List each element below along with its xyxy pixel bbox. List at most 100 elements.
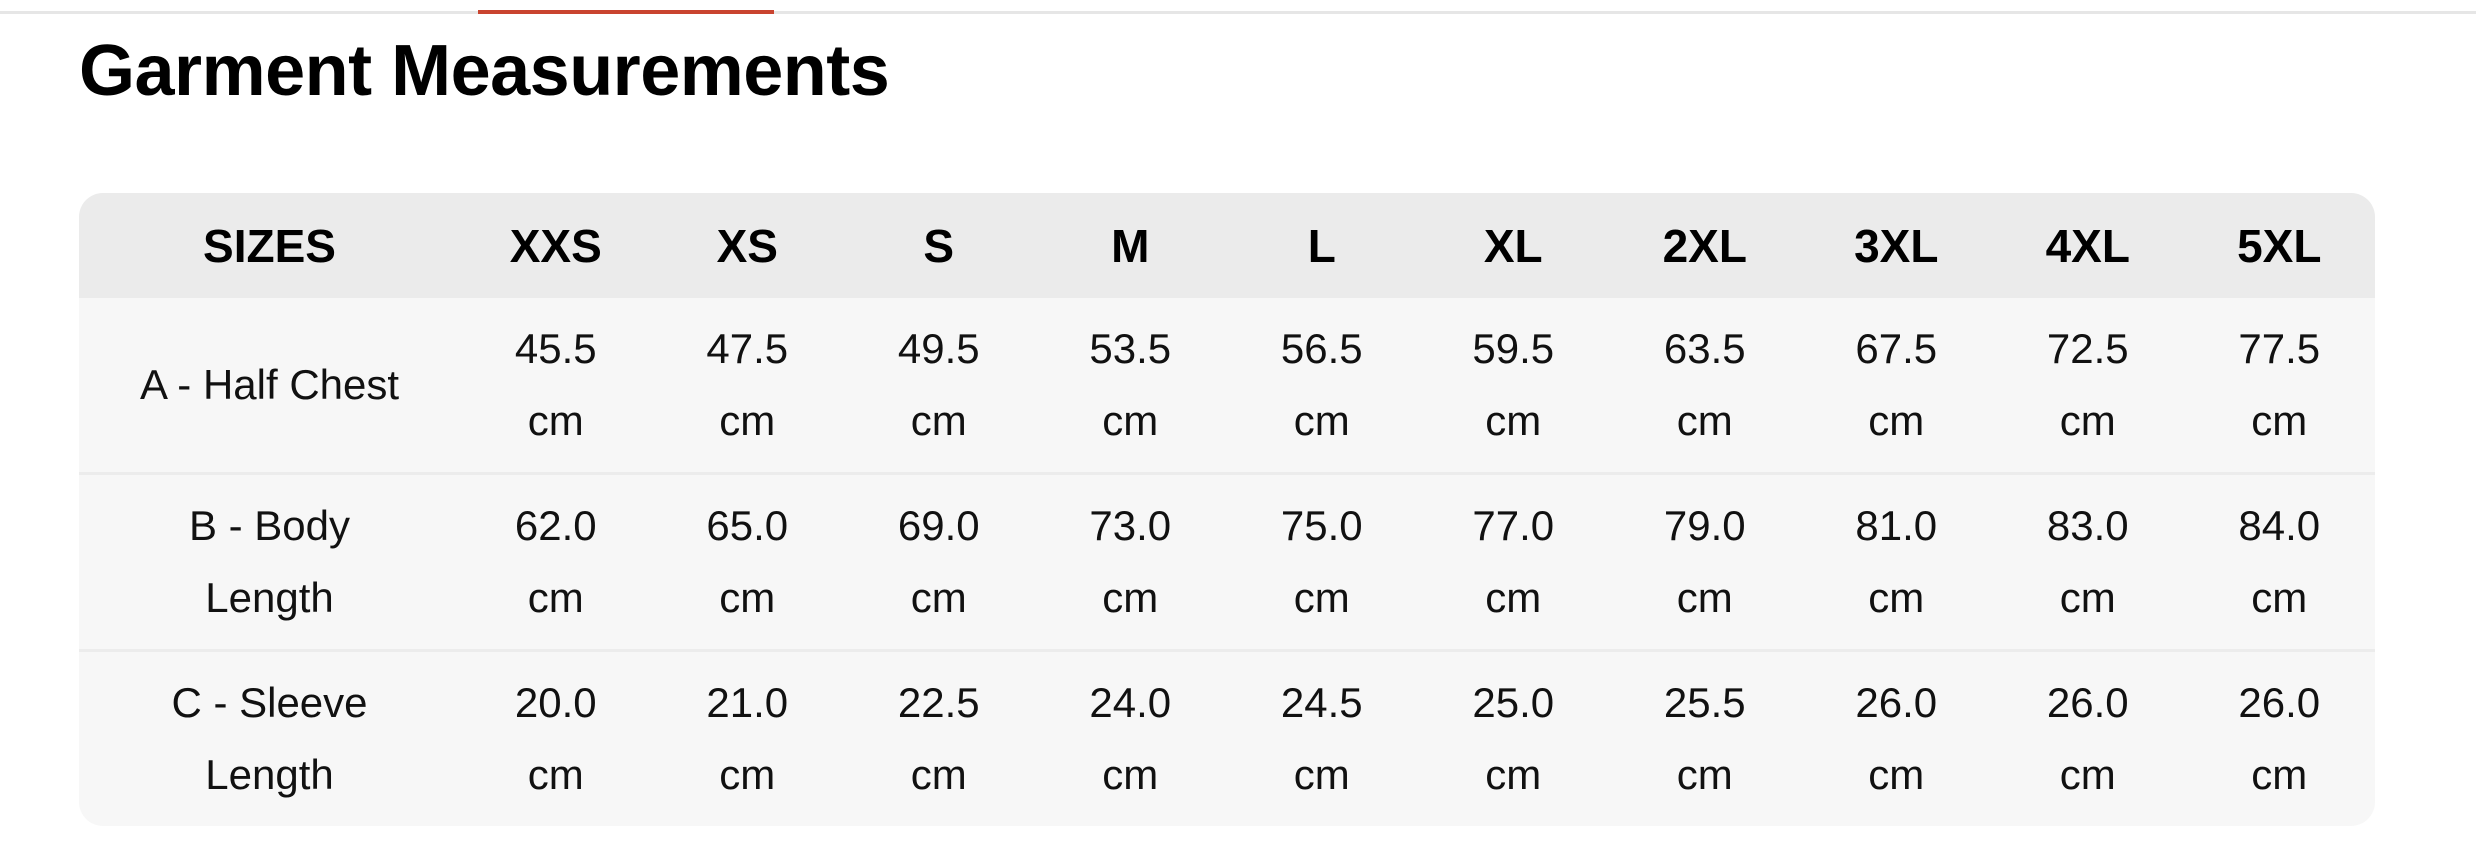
measurement-value: 49.5	[897, 325, 980, 372]
measurement-unit: cm	[2251, 751, 2308, 798]
measurement-value: 69.0	[897, 502, 980, 549]
measurement-cell: 83.0 cm	[1992, 490, 2184, 634]
measurement-value: 26.0	[1855, 679, 1938, 726]
measurement-value: 62.0	[514, 502, 597, 549]
column-header-size: 4XL	[2045, 219, 2130, 272]
column-header-size: L	[1307, 219, 1336, 272]
measurement-cell: 24.0 cm	[1035, 667, 1227, 811]
measurement-value: 26.0	[2046, 679, 2129, 726]
measurement-cell: 69.0 cm	[843, 490, 1035, 634]
measurement-unit: cm	[1102, 751, 1159, 798]
measurement-value: 73.0	[1089, 502, 1172, 549]
page-title: Garment Measurements	[79, 31, 890, 111]
measurement-value: 21.0	[706, 679, 789, 726]
measurement-cell: 63.5 cm	[1609, 313, 1801, 457]
measurement-unit: cm	[719, 574, 776, 621]
measurement-cell: 22.5 cm	[843, 667, 1035, 811]
measurement-value: 24.0	[1089, 679, 1172, 726]
measurement-unit: cm	[1868, 397, 1925, 444]
measurement-value: 77.0	[1472, 502, 1555, 549]
measurement-cell: 25.0 cm	[1418, 667, 1610, 811]
measurement-unit: cm	[1485, 397, 1542, 444]
measurement-cell: 26.0 cm	[2184, 667, 2376, 811]
measurement-value: 26.0	[2238, 679, 2321, 726]
measurement-cell: 47.5 cm	[652, 313, 844, 457]
measurement-unit: cm	[1102, 397, 1159, 444]
measurement-value: 22.5	[897, 679, 980, 726]
measurement-value: 47.5	[706, 325, 789, 372]
measurement-value: 25.0	[1472, 679, 1555, 726]
measurement-unit: cm	[1676, 574, 1733, 621]
measurement-value: 24.5	[1280, 679, 1363, 726]
measurement-value: 45.5	[514, 325, 597, 372]
measurement-unit: cm	[1868, 574, 1925, 621]
column-header-size: XXS	[509, 219, 602, 272]
column-header-size: S	[923, 219, 955, 272]
table-row: C - Sleeve Length 20.0 cm 21.0 cm 22.5 cm 24.0 c…	[79, 649, 2375, 826]
measurement-cell: 25.5 cm	[1609, 667, 1801, 811]
measurement-cell: 26.0 cm	[1801, 667, 1993, 811]
measurement-unit: cm	[1485, 751, 1542, 798]
measurement-unit: cm	[2251, 574, 2308, 621]
measurement-unit: cm	[2251, 397, 2308, 444]
measurement-cell: 53.5 cm	[1035, 313, 1227, 457]
row-label: C - Sleeve Length	[171, 679, 368, 798]
measurement-cell: 26.0 cm	[1992, 667, 2184, 811]
measurement-cell: 20.0 cm	[460, 667, 652, 811]
measurement-unit: cm	[1676, 751, 1733, 798]
measurement-value: 20.0	[514, 679, 597, 726]
column-header-size: 3XL	[1854, 219, 1939, 272]
column-header-size: XL	[1483, 219, 1543, 272]
measurement-cell: 59.5 cm	[1418, 313, 1610, 457]
measurement-value: 77.5	[2238, 325, 2321, 372]
measurement-unit: cm	[1676, 397, 1733, 444]
tab-bar-divider	[0, 11, 2476, 14]
measurement-unit: cm	[1293, 751, 1350, 798]
column-header-sizes: SIZES	[203, 219, 336, 272]
measurement-unit: cm	[1293, 574, 1350, 621]
column-header-size: 2XL	[1662, 219, 1747, 272]
measurement-value: 81.0	[1855, 502, 1938, 549]
measurement-cell: 75.0 cm	[1226, 490, 1418, 634]
measurement-unit: cm	[719, 397, 776, 444]
measurement-cell: 56.5 cm	[1226, 313, 1418, 457]
measurement-cell: 67.5 cm	[1801, 313, 1993, 457]
measurement-unit: cm	[527, 397, 584, 444]
measurement-value: 67.5	[1855, 325, 1938, 372]
measurement-cell: 72.5 cm	[1992, 313, 2184, 457]
measurement-unit: cm	[527, 751, 584, 798]
measurement-unit: cm	[719, 751, 776, 798]
column-header-size: M	[1111, 219, 1150, 272]
measurement-value: 53.5	[1089, 325, 1172, 372]
table-row: A - Half Chest 45.5 cm 47.5 cm 49.5 cm 53.5 cm 56…	[79, 298, 2375, 472]
active-tab-indicator	[478, 10, 774, 14]
measurement-cell: 79.0 cm	[1609, 490, 1801, 634]
measurement-unit: cm	[910, 751, 967, 798]
size-chart-table: SIZES XXS XS S M L XL 2XL 3XL 4XL 5XL A - Half Che…	[79, 193, 2375, 826]
measurement-unit: cm	[910, 397, 967, 444]
measurement-value: 83.0	[2046, 502, 2129, 549]
measurement-unit: cm	[527, 574, 584, 621]
measurement-unit: cm	[1485, 574, 1542, 621]
measurement-cell: 24.5 cm	[1226, 667, 1418, 811]
measurement-value: 65.0	[706, 502, 789, 549]
measurement-cell: 77.0 cm	[1418, 490, 1610, 634]
row-label: A - Half Chest	[139, 361, 400, 408]
measurement-unit: cm	[1102, 574, 1159, 621]
column-header-size: 5XL	[2237, 219, 2322, 272]
row-label: B - Body Length	[188, 502, 351, 621]
table-header-row: SIZES XXS XS S M L XL 2XL 3XL 4XL 5XL	[79, 193, 2375, 298]
measurement-cell: 73.0 cm	[1035, 490, 1227, 634]
measurement-cell: 77.5 cm	[2184, 313, 2376, 457]
table-row: B - Body Length 62.0 cm 65.0 cm 69.0 cm 73.0 cm 7…	[79, 472, 2375, 649]
measurement-cell: 62.0 cm	[460, 490, 652, 634]
measurement-unit: cm	[2059, 574, 2116, 621]
measurement-value: 75.0	[1280, 502, 1363, 549]
measurement-value: 72.5	[2046, 325, 2129, 372]
column-header-size: XS	[716, 219, 778, 272]
measurement-cell: 84.0 cm	[2184, 490, 2376, 634]
measurement-value: 56.5	[1280, 325, 1363, 372]
measurement-cell: 81.0 cm	[1801, 490, 1993, 634]
measurement-value: 59.5	[1472, 325, 1555, 372]
measurement-value: 25.5	[1663, 679, 1746, 726]
